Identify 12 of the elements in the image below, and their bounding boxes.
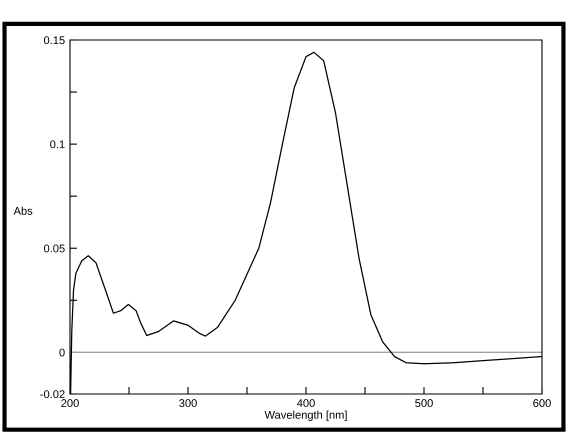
x-tick-label: 600 — [533, 399, 551, 408]
y-axis-title: Abs — [14, 206, 32, 215]
x-tick-label: 200 — [61, 399, 79, 408]
y-tick-label: 0.1 — [50, 140, 65, 148]
x-tick-label: 300 — [179, 399, 197, 408]
y-tick-label: 0.15 — [44, 36, 65, 44]
x-axis-title: Wavelength [nm] — [264, 410, 347, 421]
x-tick-label: 500 — [415, 399, 433, 408]
y-tick-label: 0 — [59, 348, 65, 356]
y-tick-label: -0.02 — [40, 390, 65, 398]
x-tick-label: 400 — [296, 399, 315, 408]
y-tick-label: 0.05 — [44, 244, 65, 252]
